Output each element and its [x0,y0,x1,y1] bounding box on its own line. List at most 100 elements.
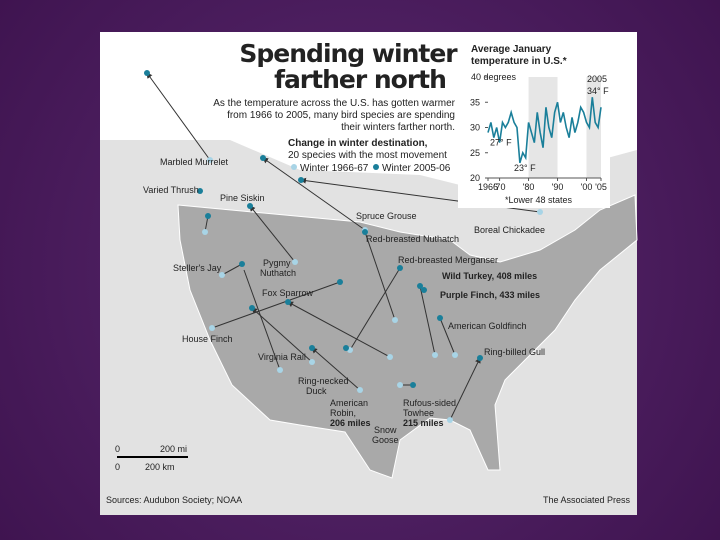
map-label: Red-breasted Merganser [398,255,498,265]
dot [392,317,398,323]
map-label: Towhee [403,408,434,418]
dot [309,359,315,365]
y-tick-label: 25 [470,148,480,158]
inset-title: Average January [471,44,552,55]
map-label: Red-breasted Nuthatch [366,234,459,244]
dot [537,209,543,215]
arrow [419,285,436,356]
annotation: 2005 [587,74,607,84]
legend-swatch [291,164,297,170]
map-label: American [330,398,368,408]
inset-footnote: *Lower 48 states [505,195,573,205]
map-label: Nuthatch [260,268,296,278]
title: farther north [274,65,446,94]
dot [432,352,438,358]
map-label: American Goldfinch [448,321,527,331]
map-label: House Finch [182,334,233,344]
dot [410,382,416,388]
map-label: Boreal Chickadee [474,225,545,235]
arrow [349,267,401,351]
arrow [243,269,281,371]
x-tick-label: '90 [552,182,564,192]
y-tick-label: 40 degrees [471,72,517,82]
annotation: 34° F [587,86,609,96]
map-label: Goose [372,435,399,445]
dot [205,213,211,219]
dot [421,287,427,293]
arrow [249,205,296,263]
inset-chart: Average January temperature in U.S.* *Lo… [458,38,610,208]
dot [343,345,349,351]
arrow [262,157,366,231]
map-label: Duck [306,386,327,396]
subtitle: As the temperature across the U.S. has g… [213,98,455,109]
annotation: 27° F [490,138,512,148]
scale-label: 0 [115,444,120,454]
map-label: Pine Siskin [220,193,265,203]
dot [249,305,255,311]
scale-label: 0 [115,462,120,472]
dot [397,382,403,388]
dot [247,203,253,209]
map-label: Fox Sparrow [262,288,314,298]
dot [260,155,266,161]
inset-title: temperature in U.S.* [471,56,567,67]
dot [309,345,315,351]
map-label: Varied Thrush [143,185,199,195]
map-label: 215 miles [403,418,444,428]
dot [144,70,150,76]
legend-swatch [373,164,379,170]
us-land [177,194,638,479]
title: Spending winter [239,39,458,68]
arrow [251,307,313,363]
dot [197,188,203,194]
arrow [221,263,243,276]
map-label: Virginia Rail [258,352,306,362]
dot [387,354,393,360]
dot [239,261,245,267]
source: Sources: Audubon Society; NOAA [106,495,242,505]
map-label: 206 miles [330,418,371,428]
x-tick-label: '80 [523,182,535,192]
x-tick-label: 1966 [478,182,498,192]
x-tick-label: '00 [581,182,593,192]
map-label: Steller's Jay [173,263,222,273]
scale-label: 200 mi [160,444,187,454]
map-label: Rufous-sided [403,398,456,408]
dot [285,299,291,305]
arrow [364,231,396,321]
dot [447,417,453,423]
credit: The Associated Press [543,495,631,505]
map-label: Ring-necked [298,376,349,386]
map-label: Spruce Grouse [356,211,417,221]
x-tick-label: '70 [494,182,506,192]
arrow [287,301,391,358]
dot [362,229,368,235]
dot [202,229,208,235]
legend-entry: Winter 1966-67 [300,163,369,174]
dot [337,279,343,285]
arrow [146,72,211,161]
map-label: Ring-billed Gull [484,347,545,357]
dot [437,315,443,321]
arrow [211,281,341,329]
map-label: Snow [374,425,397,435]
legend-subtitle: 20 species with the most movement [288,150,447,161]
subtitle: from 1966 to 2005, many bird species are… [227,110,455,121]
dot [298,177,304,183]
y-tick-label: 30 [470,123,480,133]
subtitle: their winters farther north. [341,122,455,133]
temperature-line [487,97,602,164]
map-labels: Marbled Murrelet Varied Thrush Pine Sisk… [143,157,545,445]
y-tick-label: 20 [470,173,480,183]
arrows [146,72,541,421]
dot [452,352,458,358]
y-tick-label: 35 [470,97,480,107]
legend-entry: Winter 2005-06 [382,163,451,174]
dot [277,367,283,373]
dot [292,259,298,265]
map-label: Robin, [330,408,356,418]
dot [397,265,403,271]
